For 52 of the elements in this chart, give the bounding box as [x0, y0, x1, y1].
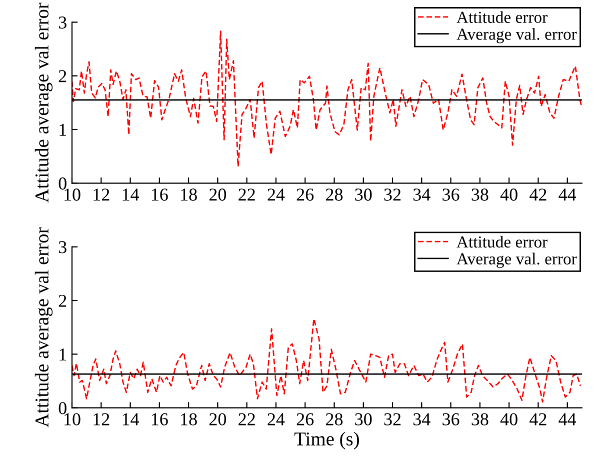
x-tick-label: 18 [181, 188, 197, 201]
x-tick-label: 24 [268, 188, 285, 201]
y-tick-label: 3 [58, 16, 66, 29]
y-tick-label: 1 [60, 348, 66, 360]
x-tick-label: 28 [326, 188, 343, 201]
x-tick-label: 36 [442, 413, 460, 426]
x-tick-label: 42 [530, 188, 546, 201]
y-tick-label: 2 [58, 70, 66, 82]
x-tick-label: 16 [152, 188, 168, 201]
y-tick-label: 2 [58, 294, 66, 307]
y-axis-title: Attitude average val error [34, 227, 53, 428]
x-tick-label: 20 [209, 413, 226, 426]
x-tick-label: 28 [326, 413, 343, 426]
x-tick-label: 44 [558, 413, 576, 426]
x-tick-label: 12 [94, 413, 110, 426]
x-tick-label: 32 [384, 413, 401, 426]
x-tick-label: 22 [238, 413, 255, 426]
x-tick-label: 44 [558, 188, 576, 201]
x-tick-label: 20 [209, 188, 226, 201]
x-tick-label: 18 [181, 413, 197, 426]
y-tick-label: 0 [58, 402, 66, 414]
x-tick-label: 34 [413, 188, 430, 201]
x-tick-label: 16 [152, 413, 168, 426]
legend-label: Attitude error [456, 236, 548, 248]
x-tick-label: 40 [500, 413, 518, 426]
x-tick-label: 42 [530, 413, 546, 426]
x-tick-label: 14 [122, 188, 140, 201]
x-tick-label: 12 [94, 188, 110, 201]
legend-label: Attitude error [456, 11, 548, 23]
legend-label: Average val. error [456, 252, 577, 268]
x-tick-label: 10 [64, 413, 80, 426]
x-tick-label: 30 [355, 413, 372, 426]
x-tick-label: 34 [413, 413, 430, 426]
legend-label: Average val. error [456, 28, 577, 44]
y-axis-title: Attitude average val error [34, 2, 53, 203]
x-tick-label: 14 [122, 413, 140, 426]
x-tick-label: 10 [64, 188, 80, 201]
x-tick-label: 26 [296, 413, 314, 426]
x-tick-label: 38 [472, 188, 488, 201]
x-axis-title: Time (s) [294, 432, 359, 450]
line-series [72, 318, 582, 403]
x-tick-label: 22 [238, 188, 255, 201]
x-tick-label: 30 [355, 188, 372, 201]
x-tick-label: 32 [384, 188, 401, 201]
y-tick-label: 3 [58, 241, 66, 254]
x-tick-label: 36 [442, 188, 460, 201]
x-tick-label: 38 [472, 413, 488, 426]
y-tick-label: 0 [58, 177, 66, 190]
x-tick-label: 26 [296, 188, 314, 201]
y-tick-label: 1 [60, 124, 66, 136]
x-tick-label: 40 [500, 188, 518, 201]
x-tick-label: 24 [268, 413, 285, 426]
